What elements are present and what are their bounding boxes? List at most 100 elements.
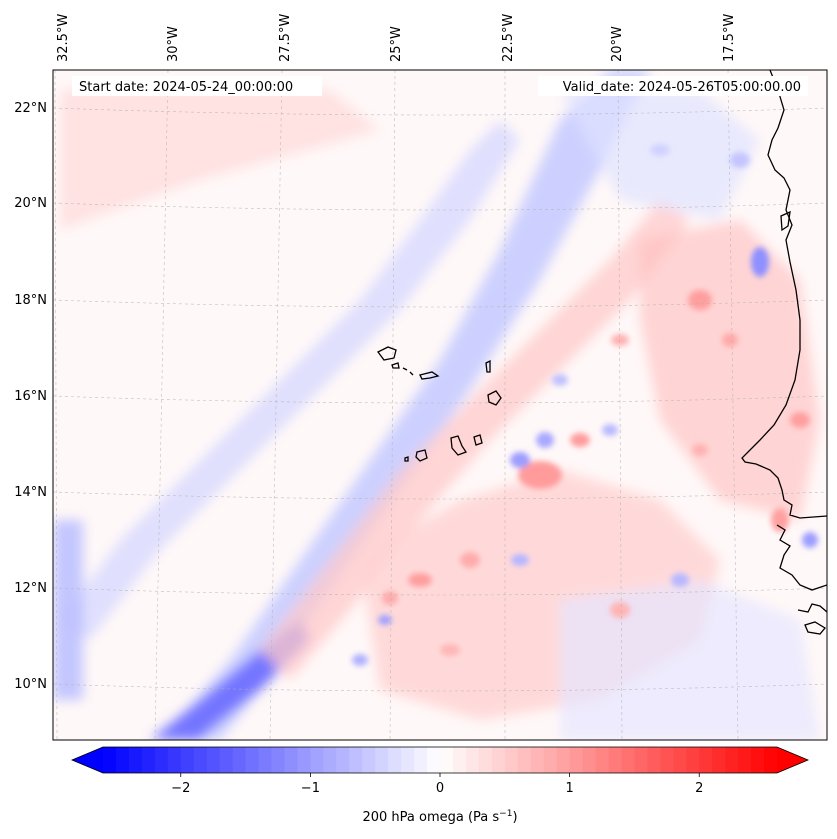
colorbar-tick-label: −1 bbox=[301, 781, 320, 796]
colorbar-cell bbox=[258, 747, 273, 773]
coastlines bbox=[377, 70, 827, 635]
colorbar-cell bbox=[725, 747, 739, 773]
colorbar-cell bbox=[647, 747, 661, 773]
lon-label-20w: 20°W bbox=[610, 26, 625, 62]
valid-date-box bbox=[538, 76, 808, 96]
colorbar-cell bbox=[530, 747, 545, 773]
omega-small-features bbox=[352, 144, 818, 666]
colorbar-ticks: −2 −1 0 1 2 bbox=[171, 773, 703, 796]
colorbar-cell bbox=[764, 747, 778, 773]
lon-label-30w: 30°W bbox=[166, 26, 181, 62]
colorbar-cell bbox=[103, 747, 117, 773]
gridlines bbox=[53, 70, 827, 740]
cape-verde-santo-antao bbox=[377, 346, 397, 361]
colorbar-cell bbox=[362, 747, 376, 773]
cape-verde-sao-vicente bbox=[391, 362, 400, 369]
colorbar-cell bbox=[115, 747, 130, 773]
colorbar-cell bbox=[686, 747, 700, 773]
latitude-labels: 22°N 20°N 18°N 16°N 14°N 12°N 10°N bbox=[14, 101, 47, 692]
lat-label-22n: 22°N bbox=[14, 101, 47, 116]
colorbar-cell bbox=[349, 747, 363, 773]
valid-date-label: Valid_date: 2024-05-26T05:00:00.00 bbox=[563, 80, 801, 95]
colorbar-cell bbox=[517, 747, 532, 773]
longitude-labels: 32.5°W 30°W 27.5°W 25°W 22.5°W 20°W 17.5… bbox=[56, 14, 737, 62]
colorbar-tick-label: −2 bbox=[171, 781, 190, 796]
colorbar-cell bbox=[310, 747, 324, 773]
colorbar-cell bbox=[543, 747, 558, 773]
colorbar-cell bbox=[595, 747, 610, 773]
colorbar-cell bbox=[751, 747, 765, 773]
colorbar-cell bbox=[673, 747, 687, 773]
cape-verde-maio bbox=[473, 434, 483, 446]
colorbar-cell bbox=[491, 747, 506, 773]
map-plot-area: Start date: 2024-05-24_00:00:00 Valid_da… bbox=[53, 70, 827, 740]
lat-label-12n: 12°N bbox=[14, 581, 47, 596]
colorbar-cell bbox=[634, 747, 648, 773]
colorbar-cell bbox=[427, 747, 441, 773]
lat-label-18n: 18°N bbox=[14, 293, 47, 308]
start-date-box bbox=[72, 76, 322, 96]
lon-label-17-5w: 17.5°W bbox=[722, 14, 737, 62]
colorbar-cell bbox=[284, 747, 299, 773]
colorbar-outline bbox=[70, 746, 810, 774]
lat-label-20n: 20°N bbox=[14, 196, 47, 211]
colorbar: −2 −1 0 1 2 200 hPa omega (Pa s−1) bbox=[70, 746, 810, 825]
colorbar-extend-high bbox=[777, 747, 808, 773]
cape-verde-boa-vista bbox=[487, 390, 502, 406]
colorbar-cell bbox=[504, 747, 519, 773]
colorbar-cell bbox=[193, 747, 208, 773]
start-date-label: Start date: 2024-05-24_00:00:00 bbox=[79, 80, 293, 95]
colorbar-cell bbox=[452, 747, 467, 773]
colorbar-cell bbox=[569, 747, 584, 773]
colorbar-cell bbox=[206, 747, 221, 773]
colorbar-label: 200 hPa omega (Pa s−1) bbox=[362, 809, 517, 825]
colorbar-cell bbox=[582, 747, 597, 773]
colorbar-cell bbox=[154, 747, 169, 773]
colorbar-cell bbox=[232, 747, 247, 773]
colorbar-cell bbox=[465, 747, 480, 773]
colorbar-cell bbox=[271, 747, 286, 773]
colorbar-cell bbox=[608, 747, 623, 773]
colorbar-cell bbox=[401, 747, 415, 773]
colorbar-cell bbox=[660, 747, 674, 773]
lon-label-22-5w: 22.5°W bbox=[501, 14, 516, 62]
colorbar-cell bbox=[621, 747, 636, 773]
colorbar-cells bbox=[72, 747, 808, 773]
colorbar-tick-label: 0 bbox=[436, 781, 444, 796]
cape-verde-sao-nicolau bbox=[419, 371, 440, 380]
lon-label-32-5w: 32.5°W bbox=[56, 14, 71, 62]
colorbar-cell bbox=[297, 747, 311, 773]
colorbar-cell bbox=[128, 747, 143, 773]
colorbar-tick-label: 2 bbox=[695, 781, 703, 796]
lat-label-14n: 14°N bbox=[14, 485, 47, 500]
colorbar-cell bbox=[141, 747, 156, 773]
colorbar-cell bbox=[323, 747, 337, 773]
map-frame bbox=[52, 69, 828, 741]
lat-label-10n: 10°N bbox=[14, 677, 47, 692]
cape-verde-sal bbox=[485, 359, 491, 373]
colorbar-cell bbox=[180, 747, 195, 773]
lat-label-16n: 16°N bbox=[14, 389, 47, 404]
colorbar-cell bbox=[219, 747, 234, 773]
colorbar-cell bbox=[375, 747, 389, 773]
colorbar-cell bbox=[440, 747, 454, 773]
colorbar-cell bbox=[245, 747, 260, 773]
colorbar-cell bbox=[478, 747, 493, 773]
lon-label-27-5w: 27.5°W bbox=[278, 14, 293, 62]
colorbar-cell bbox=[388, 747, 402, 773]
cape-verde-brava bbox=[404, 456, 409, 462]
cape-verde-santiago bbox=[450, 435, 467, 456]
africa-coastline bbox=[741, 70, 827, 519]
colorbar-cell bbox=[336, 747, 350, 773]
colorbar-cell bbox=[167, 747, 182, 773]
colorbar-cell bbox=[699, 747, 713, 773]
colorbar-tick-label: 1 bbox=[565, 781, 573, 796]
colorbar-cell bbox=[712, 747, 726, 773]
colorbar-cell bbox=[556, 747, 571, 773]
colorbar-extend-low bbox=[72, 747, 103, 773]
colorbar-cell bbox=[414, 747, 428, 773]
lon-label-25w: 25°W bbox=[389, 26, 404, 62]
colorbar-cell bbox=[738, 747, 752, 773]
cape-verde-fogo bbox=[415, 449, 428, 462]
